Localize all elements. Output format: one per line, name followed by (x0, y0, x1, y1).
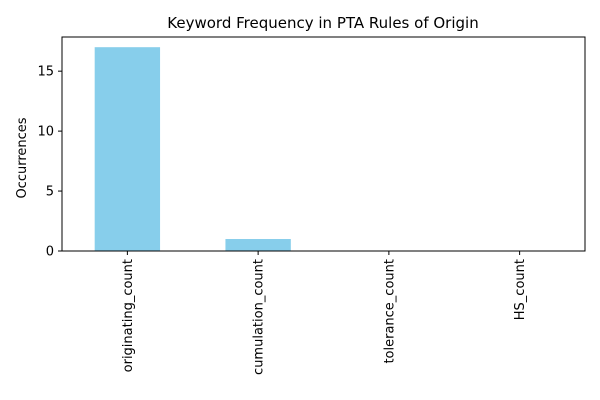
x-tick-label: tolerance_count (382, 259, 397, 364)
x-tick-label: cumulation_count (252, 259, 267, 375)
x-tick-label: originating_count (121, 259, 136, 372)
chart-title: Keyword Frequency in PTA Rules of Origin (167, 14, 478, 32)
y-tick-label: 10 (37, 125, 54, 140)
bar-originating-count (94, 47, 161, 251)
y-axis-label: Occurrences (15, 117, 30, 198)
y-ticks-group: 0 5 10 15 (37, 65, 62, 260)
y-tick-label: 5 (46, 185, 54, 200)
bar-cumulation-count (225, 239, 291, 251)
x-ticks-group: originating_count cumulation_count toleran… (121, 251, 528, 375)
y-tick-label: 0 (46, 245, 54, 260)
bars-group (94, 47, 291, 251)
y-tick-label: 15 (37, 65, 54, 80)
x-tick-label: HS_count (513, 259, 528, 320)
plot-frame (61, 36, 586, 252)
